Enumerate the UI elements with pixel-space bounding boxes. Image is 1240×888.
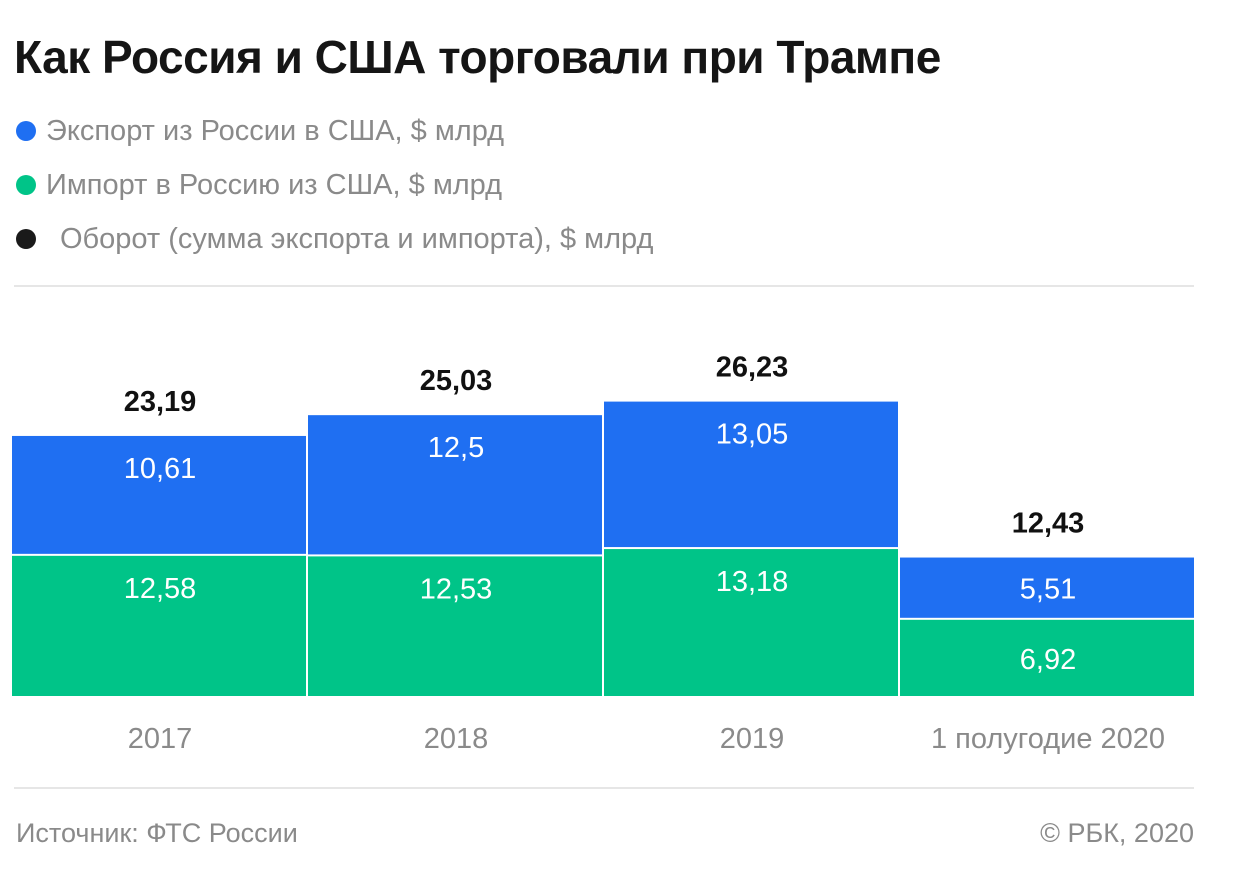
value-label-import-3: 13,18 — [716, 566, 789, 598]
bar-import-2 — [308, 556, 602, 696]
legend-item-export: Экспорт из России в США, $ млрд — [16, 104, 653, 158]
legend-item-import: Импорт в Россию из США, $ млрд — [16, 158, 653, 212]
value-label-export-2: 12,5 — [428, 432, 484, 464]
legend: Экспорт из России в США, $ млрд Импорт в… — [16, 104, 653, 266]
bar-import-4 — [900, 619, 1194, 696]
x-tick-label-3: 2019 — [720, 723, 785, 755]
copyright-note: © РБК, 2020 — [1040, 818, 1194, 848]
x-tick-label-1: 2017 — [128, 723, 193, 755]
bar-export-1 — [12, 435, 306, 554]
total-label-3: 26,23 — [716, 352, 789, 384]
total-label-2: 25,03 — [420, 365, 493, 397]
value-label-export-3: 13,05 — [716, 419, 789, 451]
value-label-export-4: 5,51 — [1020, 574, 1076, 606]
legend-label-turnover: Оборот (сумма экспорта и импорта), $ млр… — [60, 222, 654, 255]
bottom-divider — [14, 787, 1194, 789]
value-label-import-2: 12,53 — [420, 573, 493, 605]
bar-export-4 — [900, 557, 1194, 618]
legend-dot-turnover — [16, 229, 36, 249]
legend-label-export: Экспорт из России в США, $ млрд — [46, 114, 505, 147]
value-label-export-1: 10,61 — [124, 453, 197, 485]
x-tick-label-4: 1 полугодие 2020 — [931, 723, 1165, 755]
x-tick-label-2: 2018 — [424, 723, 489, 755]
chart-title: Как Россия и США торговали при Трампе — [14, 31, 941, 83]
legend-item-turnover: Оборот (сумма экспорта и импорта), $ млр… — [16, 212, 653, 266]
value-label-import-4: 6,92 — [1020, 644, 1076, 676]
bar-export-3 — [604, 401, 898, 548]
legend-label-import: Импорт в Россию из США, $ млрд — [46, 168, 503, 201]
total-label-1: 23,19 — [124, 386, 197, 418]
bar-import-1 — [12, 555, 306, 696]
bar-import-3 — [604, 549, 898, 696]
source-note: Источник: ФТС России — [16, 818, 298, 848]
total-label-4: 12,43 — [1012, 508, 1085, 540]
legend-dot-export — [16, 121, 36, 141]
top-divider — [14, 285, 1194, 287]
value-label-import-1: 12,58 — [124, 573, 197, 605]
legend-dot-import — [16, 175, 36, 195]
bar-export-2 — [308, 415, 602, 555]
